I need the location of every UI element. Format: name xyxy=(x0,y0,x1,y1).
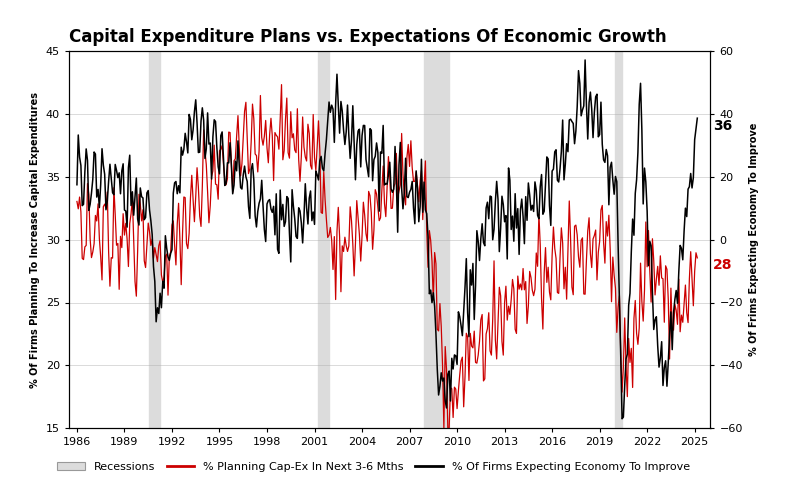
Y-axis label: % Of Frims Expecting Economy To Improve: % Of Frims Expecting Economy To Improve xyxy=(748,123,757,356)
Text: 28: 28 xyxy=(712,258,732,272)
Text: 36: 36 xyxy=(712,120,732,133)
Text: Capital Expenditure Plans vs. Expectations Of Economic Growth: Capital Expenditure Plans vs. Expectatio… xyxy=(69,29,666,46)
Bar xyxy=(423,51,448,428)
Legend: Recessions, % Planning Cap-Ex In Next 3-6 Mths, % Of Firms Expecting Economy To : Recessions, % Planning Cap-Ex In Next 3-… xyxy=(53,457,693,476)
Bar xyxy=(149,51,160,428)
Bar xyxy=(318,51,328,428)
Bar xyxy=(615,51,621,428)
Y-axis label: % Of Firms Planning To Increase Capital Expenditures: % Of Firms Planning To Increase Capital … xyxy=(30,91,41,388)
